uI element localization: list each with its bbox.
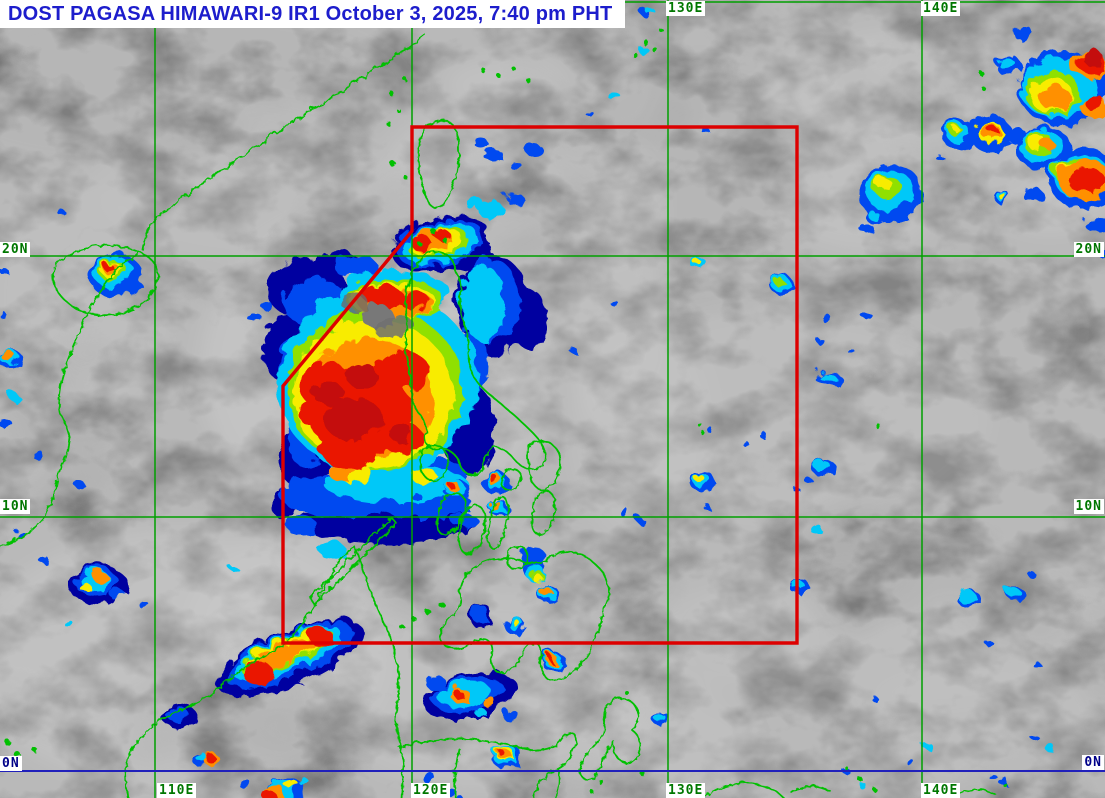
page-title: DOST PAGASA HIMAWARI-9 IR1 October 3, 20… — [8, 2, 613, 25]
island-masbate — [498, 466, 521, 490]
grid-label-right-0n: 0N — [1082, 755, 1104, 770]
storm-cluster-sulawesi — [487, 709, 667, 765]
storm-main-typhoon — [248, 135, 543, 556]
island-borneo-east-coast — [352, 544, 403, 798]
storm-specks-left-edge — [0, 205, 80, 536]
grid-label-right-10n: 10N — [1073, 499, 1104, 514]
small-islands — [1, 27, 1006, 792]
grid-label-bottom-140e: 140E — [921, 783, 961, 798]
island-palawan — [308, 516, 396, 604]
grid-label-right-20n: 20N — [1073, 242, 1104, 257]
storm-cluster-mindanao — [416, 543, 564, 798]
coastline-china — [140, 33, 425, 249]
grid-label-bottom-110e: 110E — [157, 783, 197, 798]
storm-cluster-hainan — [86, 251, 140, 295]
storm-cluster-borneo-band — [159, 616, 360, 798]
grid-label-top-130e: 130E — [666, 1, 706, 16]
grid-label-bottom-130e: 130E — [666, 783, 706, 798]
title-bar: DOST PAGASA HIMAWARI-9 IR1 October 3, 20… — [0, 0, 625, 28]
storm-specks-bottom-right — [837, 568, 1050, 784]
island-bohol — [504, 544, 528, 569]
island-luzon — [403, 249, 545, 475]
storm-cluster-visayas — [407, 469, 507, 516]
storm-specks-philippine-sea — [566, 2, 868, 590]
island-panay — [434, 490, 466, 535]
island-hainan — [50, 243, 158, 315]
grid-label-left-10n: 10N — [0, 499, 31, 514]
grid-label-bottom-120e: 120E — [411, 783, 451, 798]
island-negros — [457, 502, 485, 554]
island-halmahera — [577, 695, 640, 780]
grid-label-left-0n: 0N — [0, 756, 22, 771]
grid-label-left-20n: 20N — [0, 242, 31, 257]
storm-cluster-west-borneo — [35, 552, 237, 623]
storm-cluster-top-right — [855, 23, 1105, 255]
island-mindoro — [418, 442, 448, 481]
par-boundary-box — [281, 125, 799, 645]
island-borneo-west-coast — [123, 544, 354, 798]
island-samar — [526, 438, 560, 490]
grid-label-top-140e: 140E — [921, 1, 961, 16]
island-leyte — [529, 488, 555, 534]
